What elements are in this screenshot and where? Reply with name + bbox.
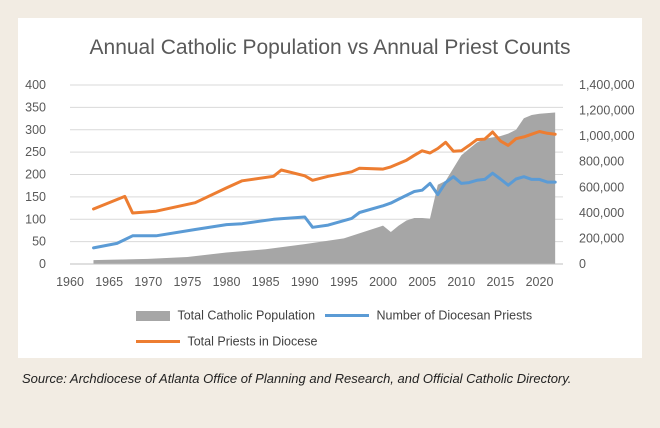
diocesan-priests-line xyxy=(92,171,557,250)
y-left-tick-label: 400 xyxy=(25,78,46,92)
y-left-tick-label: 200 xyxy=(25,168,46,182)
x-tick-label: 1970 xyxy=(134,275,162,289)
legend-label-diocesan: Number of Diocesan Priests xyxy=(376,308,533,323)
legend-label-population: Total Catholic Population xyxy=(177,308,316,323)
y-right-tick-label: 1,200,000 xyxy=(579,104,635,118)
x-tick-label: 1960 xyxy=(56,275,84,289)
legend-item-total-priests: Total Priests in Diocese xyxy=(136,334,317,349)
y-left-tick-label: 300 xyxy=(25,123,46,137)
x-tick-label: 2005 xyxy=(408,275,436,289)
x-tick-label: 1980 xyxy=(213,275,241,289)
x-tick-label: 1990 xyxy=(291,275,319,289)
y-right-tick-label: 800,000 xyxy=(579,155,624,169)
y-left-tick-label: 100 xyxy=(25,212,46,226)
y-right-tick-label: 600,000 xyxy=(579,180,624,194)
x-tick-label: 2015 xyxy=(486,275,514,289)
y-left-tick-label: 350 xyxy=(25,100,46,114)
legend-swatch-diocesan xyxy=(325,314,369,318)
chart-title: Annual Catholic Population vs Annual Pri… xyxy=(89,36,571,59)
y-left-tick-label: 0 xyxy=(39,257,46,271)
y-right-tick-label: 0 xyxy=(579,257,586,271)
x-tick-label: 1975 xyxy=(173,275,201,289)
y-right-tick-label: 400,000 xyxy=(579,206,624,220)
chart-svg: 0 50 100 150 200 250 300 350 400 0 200,000 400,000 6… xyxy=(25,78,635,289)
x-tick-label: 2010 xyxy=(447,275,475,289)
legend-swatch-total-priests xyxy=(136,340,180,344)
y-right-tick-label: 1,400,000 xyxy=(579,78,635,92)
population-area xyxy=(93,112,556,264)
x-tick-label: 2000 xyxy=(369,275,397,289)
x-tick-label: 1965 xyxy=(95,275,123,289)
total-priests-line xyxy=(92,130,557,215)
y-right-tick-label: 1,000,000 xyxy=(579,129,635,143)
legend-label-total-priests: Total Priests in Diocese xyxy=(187,334,318,349)
x-tick-label: 1985 xyxy=(252,275,280,289)
source-note: Source: Archdiocese of Atlanta Office of… xyxy=(22,371,572,386)
y-left-tick-label: 50 xyxy=(32,235,46,249)
y-left-tick-label: 250 xyxy=(25,145,46,159)
x-tick-label: 1995 xyxy=(330,275,358,289)
legend-item-diocesan: Number of Diocesan Priests xyxy=(325,308,532,323)
legend-item-population: Total Catholic Population xyxy=(136,308,315,323)
y-left-tick-label: 150 xyxy=(25,190,46,204)
y-right-tick-label: 200,000 xyxy=(579,231,624,245)
chart-panel: Annual Catholic Population vs Annual Pri… xyxy=(18,18,642,358)
legend-swatch-population xyxy=(136,310,170,321)
x-tick-label: 2020 xyxy=(526,275,554,289)
